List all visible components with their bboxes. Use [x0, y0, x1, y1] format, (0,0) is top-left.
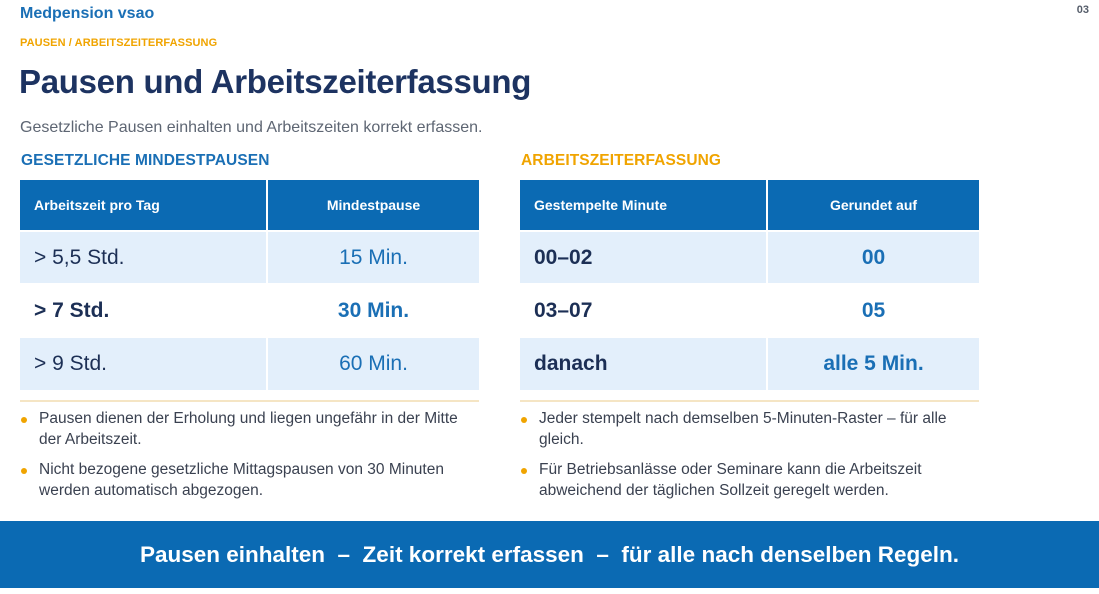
mindestpausen-section: GESETZLICHE MINDESTPAUSEN Arbeitszeit pr… — [20, 152, 479, 510]
table-cell: 60 Min. — [267, 336, 479, 390]
page-number: 03 — [1076, 4, 1089, 16]
notes-list: Jeder stempelt nach demselben 5-Minuten-… — [520, 408, 979, 501]
divider — [520, 400, 979, 402]
list-item: Jeder stempelt nach demselben 5-Minuten-… — [520, 408, 979, 450]
column-header: Gestempelte Minute — [520, 180, 768, 231]
table-cell: > 7 Std. — [20, 283, 268, 337]
table-header-row: Arbeitszeit pro Tag Mindestpause — [20, 180, 479, 231]
table-row: danach alle 5 Min. — [520, 336, 979, 390]
rundungs-table: Gestempelte Minute Gerundet auf 00–02 00… — [520, 180, 979, 390]
table-cell: 05 — [767, 283, 979, 337]
list-item: Für Betriebsanlässe oder Seminare kann d… — [520, 459, 979, 501]
table-row: > 5,5 Std. 15 Min. — [20, 230, 479, 284]
bullet-dot-icon — [21, 468, 27, 474]
note-text: Jeder stempelt nach demselben 5-Minuten-… — [539, 410, 947, 448]
column-header: Arbeitszeit pro Tag — [20, 180, 268, 231]
table-cell: > 5,5 Std. — [20, 230, 268, 284]
breadcrumb: PAUSEN / ARBEITSZEITERFASSUNG — [20, 37, 218, 49]
note-text: Pausen dienen der Erholung und liegen un… — [39, 410, 458, 448]
table-header-row: Gestempelte Minute Gerundet auf — [520, 180, 979, 231]
table-cell: alle 5 Min. — [767, 336, 979, 390]
bullet-dot-icon — [521, 417, 527, 423]
list-item: Nicht bezogene gesetzliche Mittagspausen… — [20, 459, 479, 501]
note-text: Nicht bezogene gesetzliche Mittagspausen… — [39, 461, 444, 499]
table-row: 00–02 00 — [520, 230, 979, 284]
page-subtitle: Gesetzliche Pausen einhalten und Arbeits… — [20, 119, 483, 136]
mindestpausen-table: Arbeitszeit pro Tag Mindestpause > 5,5 S… — [20, 180, 479, 390]
note-text: Für Betriebsanlässe oder Seminare kann d… — [539, 461, 922, 499]
table-cell: > 9 Std. — [20, 336, 268, 390]
table-row: 03–07 05 — [520, 283, 979, 337]
section-heading-arbeitszeiterfassung: ARBEITSZEITERFASSUNG — [521, 152, 722, 169]
divider — [20, 400, 479, 402]
table-cell: 15 Min. — [267, 230, 479, 284]
notes-list: Pausen dienen der Erholung und liegen un… — [20, 408, 479, 501]
summary-banner: Pausen einhalten – Zeit korrekt erfassen… — [0, 521, 1099, 588]
table-cell: danach — [520, 336, 768, 390]
brand-name: Medpension vsao — [20, 5, 155, 22]
table-cell: 00–02 — [520, 230, 768, 284]
section-heading-mindestpausen: GESETZLICHE MINDESTPAUSEN — [21, 152, 270, 169]
table-cell: 03–07 — [520, 283, 768, 337]
list-item: Pausen dienen der Erholung und liegen un… — [20, 408, 479, 450]
bullet-dot-icon — [21, 417, 27, 423]
arbeitszeiterfassung-section: ARBEITSZEITERFASSUNG Gestempelte Minute … — [520, 152, 979, 510]
column-header: Gerundet auf — [767, 180, 979, 231]
table-row: > 9 Std. 60 Min. — [20, 336, 479, 390]
table-row: > 7 Std. 30 Min. — [20, 283, 479, 337]
table-cell: 00 — [767, 230, 979, 284]
column-header: Mindestpause — [267, 180, 479, 231]
table-cell: 30 Min. — [267, 283, 479, 337]
bullet-dot-icon — [521, 468, 527, 474]
page-title: Pausen und Arbeitszeiterfassung — [19, 63, 532, 100]
